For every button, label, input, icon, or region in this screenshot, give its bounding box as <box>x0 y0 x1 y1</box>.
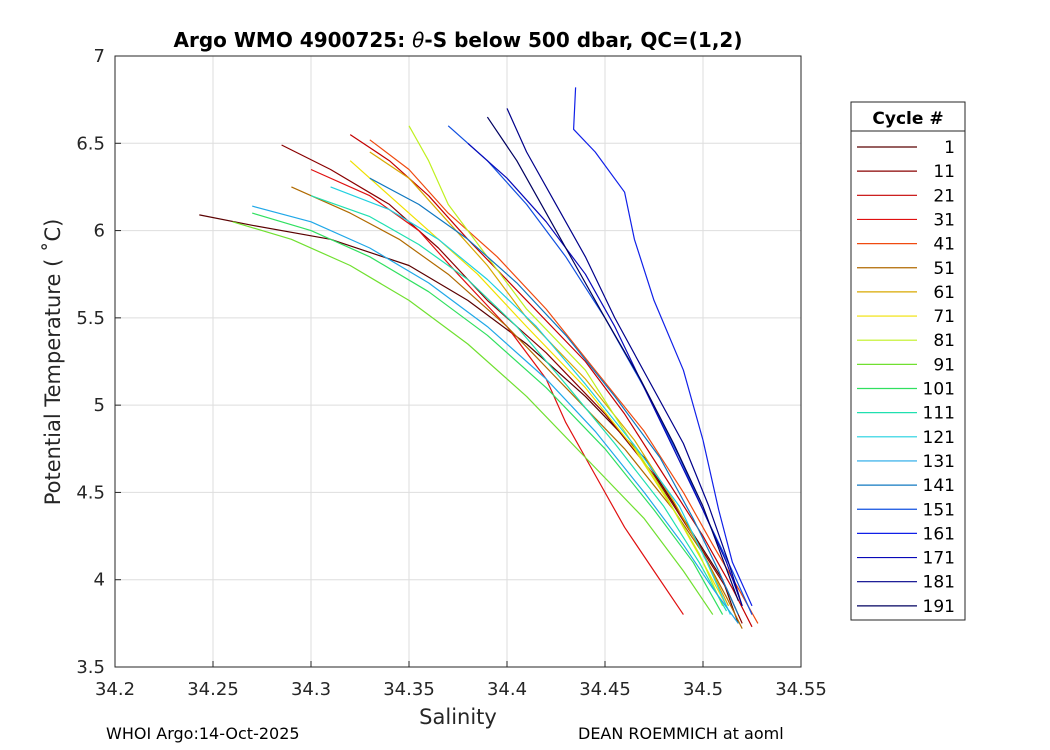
y-tick-label: 4 <box>94 570 105 591</box>
legend-label: 51 <box>933 259 955 279</box>
chart-title-prefix: Argo WMO 4900725: <box>174 28 413 52</box>
legend-label: 121 <box>923 428 955 448</box>
series-line <box>281 144 743 624</box>
series-line <box>572 87 753 607</box>
x-tick-label: 34.2 <box>95 679 135 700</box>
x-tick-label: 34.3 <box>291 679 331 700</box>
legend-label: 71 <box>933 307 955 327</box>
series-line <box>369 139 759 624</box>
footer-credit-left: WHOI Argo:14-Oct-2025 <box>106 724 300 743</box>
legend-label: 151 <box>923 500 955 520</box>
x-tick-label: 34.35 <box>383 679 435 700</box>
legend-label: 111 <box>923 404 955 424</box>
legend-label: 61 <box>933 283 955 303</box>
x-tick-label: 34.25 <box>187 679 239 700</box>
legend-label: 31 <box>933 210 955 230</box>
legend-label: 131 <box>923 452 955 472</box>
series-line <box>486 116 739 601</box>
legend-label: 91 <box>933 355 955 375</box>
y-tick-label: 4.5 <box>76 482 105 503</box>
x-tick-label: 34.45 <box>579 679 631 700</box>
series-line <box>369 177 739 615</box>
chart-title-suffix: -S below 500 dbar, QC=(1,2) <box>424 28 742 52</box>
y-axis-label: Potential Temperature ( ˚C) <box>41 219 65 506</box>
series-line <box>330 186 731 615</box>
legend-label: 41 <box>933 235 955 255</box>
series-line <box>349 160 728 607</box>
legend-label: 181 <box>923 573 955 593</box>
x-tick-label: 34.5 <box>683 679 723 700</box>
y-tick-label: 7 <box>94 46 105 67</box>
plot-frame <box>114 55 802 668</box>
x-axis-label: Salinity <box>419 705 497 729</box>
legend-label: 21 <box>933 186 955 206</box>
series-line <box>408 125 724 607</box>
footer-credit-right: DEAN ROEMMICH at aoml <box>578 724 784 743</box>
y-tick-label: 5.5 <box>76 308 105 329</box>
series-line <box>349 134 753 628</box>
grid-lines <box>114 55 802 668</box>
series-line <box>310 195 728 612</box>
y-tick-label: 6.5 <box>76 133 105 154</box>
legend-label: 1 <box>944 138 955 158</box>
plot-background <box>115 56 801 667</box>
y-tick-label: 6 <box>94 221 105 242</box>
series-line <box>291 186 743 629</box>
chart-title-theta: θ <box>412 28 424 52</box>
axis-ticks: 34.2 34.25 34.3 34.35 34.4 34.45 34.5 34.55 3.5 4… <box>76 46 826 700</box>
x-tick-label: 34.4 <box>487 679 527 700</box>
series-line <box>369 151 730 607</box>
legend-label: 141 <box>923 476 955 496</box>
legend-label: 11 <box>933 162 955 182</box>
series-line <box>506 108 743 607</box>
x-tick-label: 34.55 <box>775 679 827 700</box>
legend-label: 101 <box>923 380 955 400</box>
chart-title: Argo WMO 4900725: θ-S below 500 dbar, QC… <box>174 28 743 52</box>
y-tick-label: 3.5 <box>76 657 105 678</box>
y-tick-label: 5 <box>94 395 105 416</box>
series-line <box>252 205 739 624</box>
legend-label: 161 <box>923 524 955 544</box>
series-line <box>252 212 724 615</box>
series-line <box>232 221 714 615</box>
legend-label: 81 <box>933 331 955 351</box>
legend-label: 191 <box>923 597 955 617</box>
data-series <box>199 87 759 629</box>
legend-label: 171 <box>923 549 955 569</box>
series-line <box>199 214 739 624</box>
legend-items: 1112131415161718191101111121131141151161… <box>857 138 955 617</box>
legend-title: Cycle # <box>872 109 943 129</box>
legend: Cycle # 11121314151617181911011111211311… <box>850 101 966 621</box>
series-line <box>467 142 743 607</box>
